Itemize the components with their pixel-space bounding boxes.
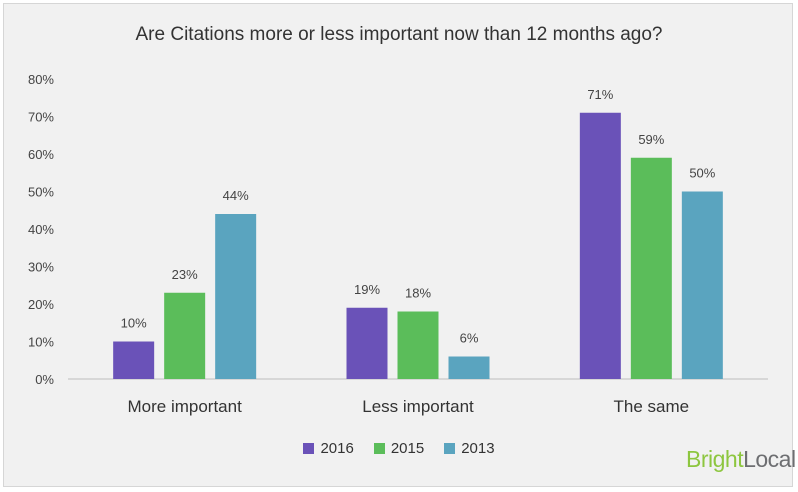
y-tick-label: 80% (28, 72, 54, 87)
bar-2015-2 (397, 311, 439, 379)
legend-label: 2013 (461, 440, 495, 457)
y-tick-label: 60% (28, 147, 54, 162)
brightlocal-logo: BrightLocal (686, 446, 796, 473)
bar-2016-2 (346, 307, 388, 379)
data-label: 18% (405, 286, 431, 301)
data-label: 10% (121, 316, 147, 331)
bar-2015-1 (164, 292, 206, 379)
category-label: More important (128, 397, 243, 416)
bar-2015-3 (630, 157, 672, 379)
category-labels: More important Less important The same (128, 397, 690, 416)
category-label: The same (614, 397, 690, 416)
data-labels: 10% 23% 44% 19% 18% 6% 71% 59% 50% (121, 87, 716, 346)
legend-label: 2016 (320, 440, 354, 457)
bar-2016-1 (113, 341, 155, 379)
bars (113, 112, 723, 379)
legend-item-2015: 2015 (373, 440, 425, 457)
data-label: 6% (460, 331, 479, 346)
category-label: Less important (362, 397, 474, 416)
y-tick-label: 20% (28, 297, 54, 312)
legend: 2016 2015 2013 (0, 440, 798, 457)
legend-label: 2015 (390, 440, 425, 457)
data-label: 23% (172, 267, 198, 282)
y-tick-label: 50% (28, 185, 54, 200)
y-tick-label: 10% (28, 335, 54, 350)
brand-part1: Bright (686, 446, 744, 472)
y-tick-label: 40% (28, 222, 54, 237)
y-tick-label: 70% (28, 110, 54, 125)
data-label: 50% (689, 166, 715, 181)
legend-swatch (373, 443, 385, 454)
brand-part2: Local (743, 446, 796, 472)
bar-2013-1 (215, 214, 257, 379)
legend-item-2016: 2016 (303, 440, 354, 457)
legend-item-2013: 2013 (444, 440, 495, 457)
legend-swatch (303, 443, 315, 454)
bar-2013-3 (681, 191, 723, 379)
y-axis: 0% 10% 20% 30% 40% 50% 60% 70% 80% (28, 72, 54, 387)
data-label: 44% (223, 188, 249, 203)
y-tick-label: 0% (35, 372, 54, 387)
bar-2016-3 (579, 112, 621, 379)
chart-title: Are Citations more or less important now… (135, 24, 663, 45)
data-label: 19% (354, 282, 380, 297)
legend-swatch (444, 443, 456, 454)
y-tick-label: 30% (28, 260, 54, 275)
data-label: 59% (638, 132, 664, 147)
bar-2013-2 (448, 356, 490, 379)
data-label: 71% (587, 87, 613, 102)
